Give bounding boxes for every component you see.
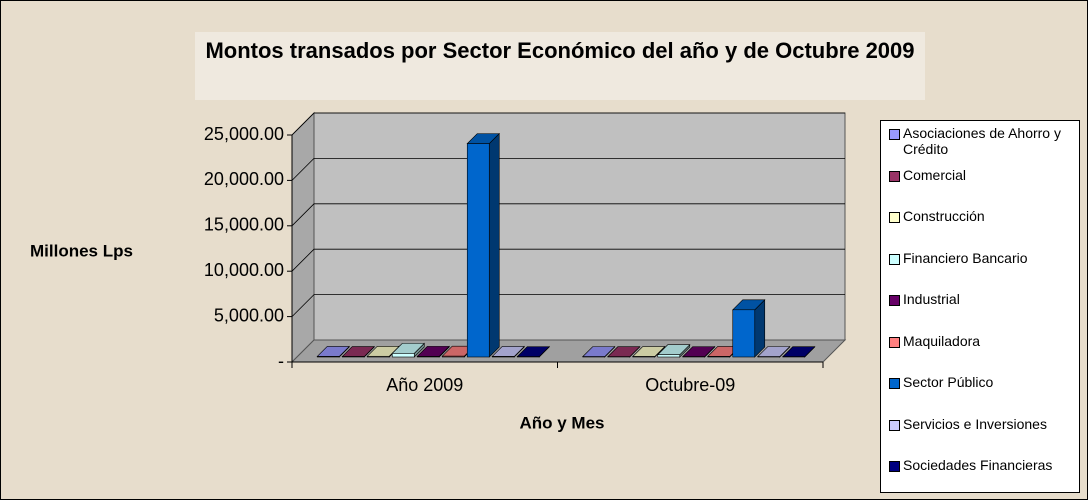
grid-line [291, 157, 845, 181]
legend-label: Construcción [903, 208, 985, 224]
legend-swatch [889, 378, 900, 389]
legend-label: Asociaciones de Ahorro y Crédito [903, 125, 1061, 157]
bar-front [391, 353, 415, 358]
y-axis-title: Millones Lps [30, 241, 133, 260]
legend-item: Sociedades Financieras [889, 457, 1077, 499]
legend-swatch [889, 419, 900, 431]
y-tick-label: 15,000.00 [204, 215, 284, 235]
bar-front [466, 143, 490, 358]
legend-label: Sociedades Financieras [903, 457, 1053, 473]
legend-label: Maquiladora [903, 332, 981, 349]
legend-item: Financiero Bancario [889, 250, 1077, 292]
x-tick-label: Año 2009 [386, 375, 463, 395]
legend-label: Industrial [903, 291, 960, 307]
bar [757, 345, 791, 358]
bar-front [416, 356, 440, 358]
bar [657, 344, 691, 358]
legend-label: Financiero Bancario [903, 249, 1028, 266]
legend-item: Industrial [889, 291, 1077, 333]
chart-title: Montos transados por Sector Económico de… [195, 32, 925, 100]
bar-front [441, 355, 465, 358]
legend-item: Sector Público [889, 374, 1077, 416]
legend-item: Comercial [889, 167, 1077, 209]
side-wall [291, 111, 315, 364]
legend-item: Maquiladora [889, 333, 1077, 375]
bar [491, 345, 525, 358]
x-tick-label: Octubre-09 [645, 375, 735, 395]
bar-front [366, 355, 390, 358]
bar [316, 345, 350, 358]
bar-side [488, 132, 500, 358]
legend-label: Sector Público [903, 374, 994, 390]
y-tick-label: 20,000.00 [204, 169, 284, 189]
legend-swatch [889, 336, 900, 348]
legend-swatch [889, 253, 900, 265]
bar-front [732, 309, 756, 358]
legend-label: Comercial [903, 166, 967, 183]
bar [516, 345, 550, 358]
bar [582, 345, 616, 358]
bar-front [707, 356, 731, 358]
legend-swatch [889, 170, 900, 182]
legend-item: Asociaciones de Ahorro y Crédito [889, 125, 1077, 167]
bar [466, 132, 500, 358]
legend-swatch [889, 212, 900, 223]
y-tick-label: 25,000.00 [204, 124, 284, 144]
bar [391, 342, 425, 358]
x-axis-title: Año y Mes [519, 413, 604, 432]
bar [607, 346, 641, 358]
grid-line [291, 203, 845, 227]
bar [782, 346, 816, 358]
legend-item: Servicios e Inversiones [889, 416, 1077, 458]
grid-line [291, 248, 845, 272]
y-tick-label: - [278, 351, 284, 371]
bar-front [491, 356, 515, 358]
legend: Asociaciones de Ahorro y Crédito Comercia… [880, 120, 1080, 493]
bar-front [316, 356, 340, 358]
y-tick-label: 10,000.00 [204, 260, 284, 280]
bar-front [657, 354, 681, 358]
legend-swatch [889, 461, 900, 472]
y-tick-label: 5,000.00 [214, 305, 284, 325]
grid-line [291, 294, 845, 317]
bar [416, 345, 450, 358]
legend-swatch [889, 295, 900, 306]
legend-label: Servicios e Inversiones [903, 415, 1047, 432]
grid-line [291, 112, 845, 136]
legend-item: Construcción [889, 208, 1077, 250]
bar [732, 299, 766, 358]
bar [341, 345, 375, 358]
bar [632, 345, 666, 358]
back-wall [313, 112, 846, 341]
bar [682, 345, 716, 358]
legend-swatch [889, 129, 900, 140]
